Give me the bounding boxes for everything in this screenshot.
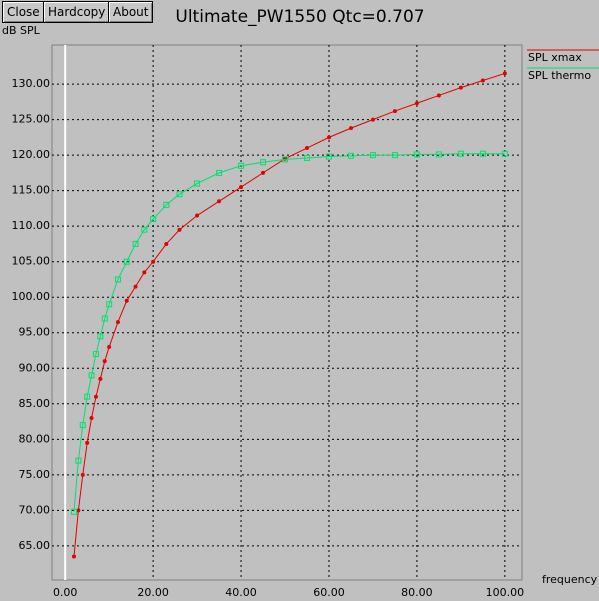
y-tick-label: 115.00	[12, 184, 51, 197]
data-point	[141, 226, 148, 233]
y-tick-label: 70.00	[19, 503, 51, 516]
data-point	[176, 191, 183, 198]
y-tick-label: 75.00	[19, 468, 51, 481]
data-point	[369, 152, 376, 159]
data-point	[142, 270, 147, 275]
hardcopy-button[interactable]: Hardcopy	[43, 1, 111, 23]
data-point	[458, 85, 463, 90]
data-point	[502, 71, 507, 76]
data-point	[106, 301, 113, 308]
data-point	[71, 554, 76, 559]
data-point	[238, 162, 245, 169]
data-point	[70, 508, 77, 515]
data-point	[164, 241, 169, 246]
data-point	[124, 298, 129, 303]
y-tick-label: 105.00	[12, 255, 51, 268]
data-point	[195, 213, 200, 218]
y-tick-label: 125.00	[12, 113, 51, 126]
data-point	[85, 440, 90, 445]
data-point	[413, 151, 420, 158]
legend-label: SPL xmax	[528, 51, 582, 64]
data-point	[216, 169, 223, 176]
y-tick-label: 85.00	[19, 397, 51, 410]
data-point	[347, 152, 354, 159]
data-point	[370, 117, 375, 122]
about-button[interactable]: About	[108, 1, 154, 23]
data-point	[261, 170, 266, 175]
y-tick-label: 100.00	[12, 290, 51, 303]
legend-label: SPL thermo	[528, 69, 591, 82]
y-tick-label: 65.00	[19, 539, 51, 552]
x-tick-label: 80.00	[401, 586, 433, 599]
data-point	[84, 393, 91, 400]
data-point	[325, 153, 332, 160]
data-point	[304, 154, 311, 161]
data-point	[217, 199, 222, 204]
y-tick-label: 110.00	[12, 219, 51, 232]
data-point	[80, 472, 85, 477]
data-point	[97, 333, 104, 340]
data-point	[282, 156, 289, 163]
data-point	[115, 320, 120, 325]
data-point	[76, 508, 81, 513]
series-line	[73, 153, 505, 512]
chart-title: Ultimate_PW1550 Qtc=0.707	[175, 7, 424, 27]
x-tick-label: 60.00	[313, 586, 345, 599]
data-point	[107, 344, 112, 349]
data-point	[151, 259, 156, 264]
y-axis-label: dB SPL	[2, 24, 41, 37]
data-point	[391, 152, 398, 159]
data-point	[150, 216, 157, 223]
data-point	[102, 359, 107, 364]
data-point	[239, 185, 244, 190]
data-point	[98, 376, 103, 381]
data-point	[501, 150, 508, 157]
data-point	[435, 151, 442, 158]
data-point	[92, 351, 99, 358]
data-point	[194, 180, 201, 187]
data-point	[177, 227, 182, 232]
x-tick-label: 0.00	[53, 586, 78, 599]
data-point	[392, 109, 397, 114]
series-line	[73, 72, 506, 557]
data-point	[114, 276, 121, 283]
data-point	[132, 240, 139, 247]
data-point	[75, 457, 82, 464]
data-point	[436, 93, 441, 98]
data-point	[414, 101, 419, 106]
data-point	[123, 258, 130, 265]
x-tick-label: 20.00	[137, 586, 169, 599]
y-tick-label: 130.00	[12, 77, 51, 90]
data-point	[163, 201, 170, 208]
data-point	[79, 422, 86, 429]
data-point	[348, 126, 353, 131]
data-point	[89, 416, 94, 421]
data-point	[93, 394, 98, 399]
data-point	[326, 135, 331, 140]
data-point	[260, 159, 267, 166]
y-tick-label: 80.00	[19, 432, 51, 445]
y-tick-label: 120.00	[12, 148, 51, 161]
data-point	[101, 315, 108, 322]
plot-frame	[51, 44, 523, 581]
data-point	[457, 150, 464, 157]
y-tick-label: 90.00	[19, 361, 51, 374]
data-point	[305, 146, 310, 151]
data-point	[479, 150, 486, 157]
y-tick-label: 95.00	[19, 326, 51, 339]
x-axis-label: frequency	[542, 573, 598, 586]
x-tick-label: 100.00	[486, 586, 525, 599]
data-point	[133, 284, 138, 289]
data-point	[480, 78, 485, 83]
x-tick-label: 40.00	[225, 586, 257, 599]
data-point	[88, 372, 95, 379]
